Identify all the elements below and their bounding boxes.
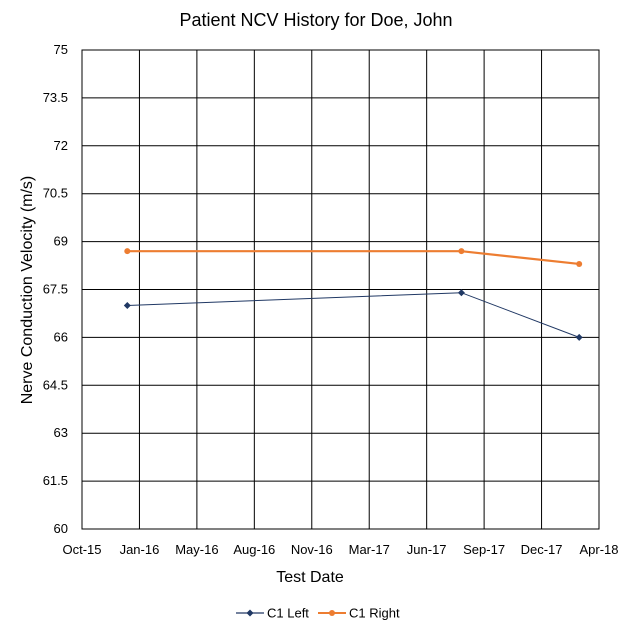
- legend-label: C1 Right: [349, 606, 400, 621]
- data-point-marker: [124, 248, 131, 255]
- x-tick-label: Sep-17: [463, 542, 505, 557]
- y-tick-label: 67.5: [43, 282, 68, 297]
- x-tick-label: Jun-17: [407, 542, 447, 557]
- x-tick-label: Aug-16: [233, 542, 275, 557]
- data-point-marker: [576, 260, 583, 267]
- series-line: [127, 250, 580, 266]
- y-tick-label: 75: [54, 42, 68, 57]
- x-tick-label: Jan-16: [120, 542, 160, 557]
- y-tick-label: 69: [54, 234, 68, 249]
- series-c1-left: [123, 289, 583, 341]
- y-tick-label: 72: [54, 138, 68, 153]
- x-tick-label: Apr-18: [579, 542, 618, 557]
- grid-lines: [81, 49, 600, 530]
- legend-item: C1 Left: [236, 606, 309, 621]
- series-c1-right: [124, 248, 583, 267]
- data-point-marker: [457, 289, 465, 297]
- y-tick-label: 64.5: [43, 377, 68, 392]
- data-point-marker: [575, 333, 583, 341]
- x-axis-title: Test Date: [276, 569, 344, 586]
- legend-marker-swatch: [246, 609, 254, 617]
- legend-label: C1 Left: [267, 606, 309, 621]
- y-tick-label: 61.5: [43, 473, 68, 488]
- x-tick-label: Dec-17: [521, 542, 563, 557]
- legend: C1 Left C1 Right: [236, 606, 400, 621]
- x-tick-labels: Oct-15 Jan-16 May-16 Aug-16 Nov-16 Mar-17 Jun-…: [62, 542, 618, 557]
- x-tick-label: May-16: [175, 542, 218, 557]
- y-tick-label: 70.5: [43, 186, 68, 201]
- plot-area-frame: [81, 49, 600, 530]
- legend-marker-swatch: [329, 610, 335, 616]
- chart-title: Patient NCV History for Doe, John: [179, 10, 452, 30]
- y-tick-labels: 60 61.5 63 64.5 66 67.5 69 70.5 72 73.5 75: [43, 42, 68, 536]
- series-group: [123, 248, 583, 341]
- y-tick-label: 63: [54, 425, 68, 440]
- series-line: [127, 292, 580, 338]
- y-tick-label: 60: [54, 521, 68, 536]
- data-point-marker: [458, 248, 465, 255]
- legend-item: C1 Right: [318, 606, 400, 621]
- data-point-marker: [123, 301, 131, 309]
- y-axis-title: Nerve Conduction Velocity (m/s): [19, 176, 36, 405]
- x-tick-label: Oct-15: [62, 542, 101, 557]
- x-tick-label: Mar-17: [349, 542, 390, 557]
- y-tick-label: 66: [54, 329, 68, 344]
- x-tick-label: Nov-16: [291, 542, 333, 557]
- y-tick-label: 73.5: [43, 90, 68, 105]
